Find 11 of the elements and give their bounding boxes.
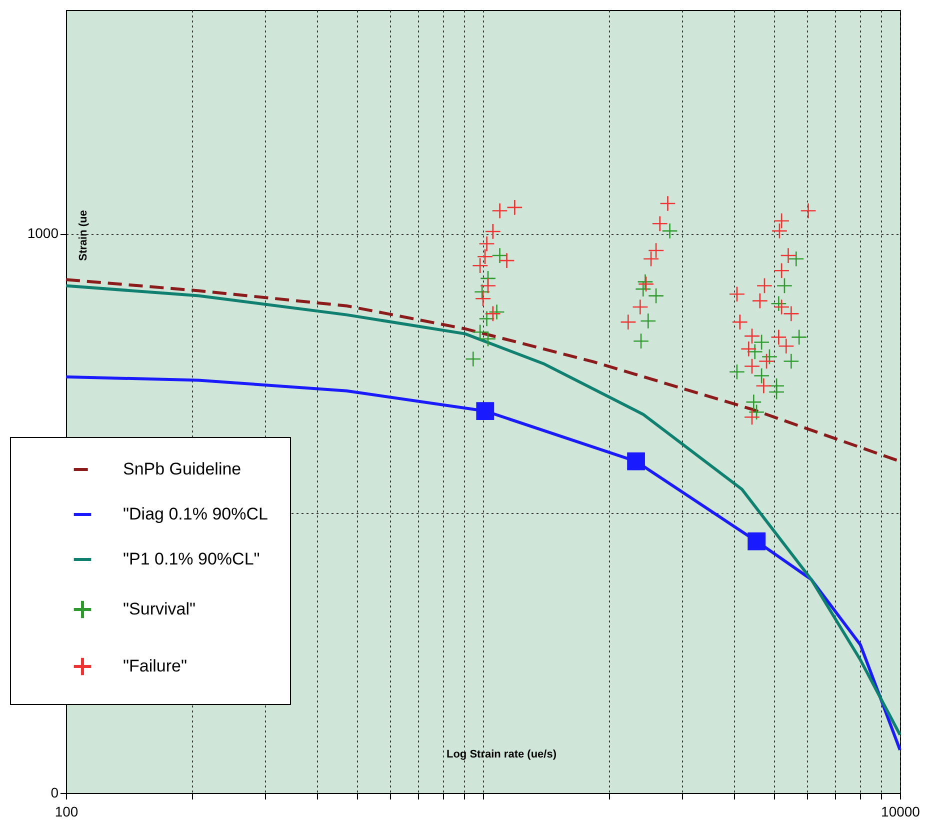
legend-label: "Failure" bbox=[123, 656, 188, 676]
legend-label: "Diag 0.1% 90%CL bbox=[123, 504, 268, 524]
x-tick-label: 10000 bbox=[881, 804, 920, 820]
legend-label: SnPb Guideline bbox=[123, 460, 242, 478]
y-tick-label: 1000 bbox=[27, 225, 59, 242]
x-axis-title: Log Strain rate (ue/s) bbox=[446, 748, 557, 760]
legend-label: "P1 0.1% 90%CL" bbox=[123, 550, 260, 568]
y-tick-label: 0 bbox=[50, 784, 59, 800]
x-tick-label: 100 bbox=[54, 804, 78, 820]
legend-label: "Survival" bbox=[123, 600, 196, 618]
y-axis-title: Strain (ue bbox=[78, 210, 90, 261]
